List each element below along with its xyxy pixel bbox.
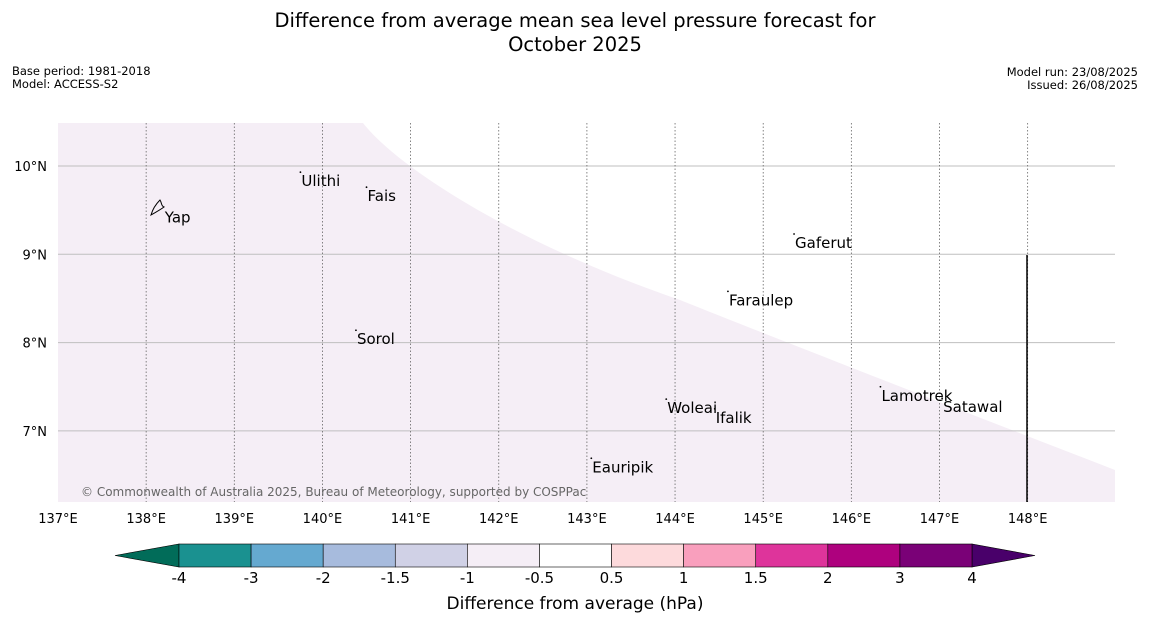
place-label: Fais (368, 187, 397, 205)
place-label: Satawal (943, 398, 1002, 416)
lon-label: 145°E (743, 512, 783, 527)
colorbar-tick-label: -0.5 (525, 569, 554, 587)
colorbar-tick-label: -4 (172, 569, 187, 587)
colorbar-segment (250, 543, 324, 568)
info-right: Model run: 23/08/2025 Issued: 26/08/2025 (1007, 66, 1138, 92)
colorbar-tick-label: 4 (967, 569, 977, 587)
lon-label: 138°E (126, 512, 166, 527)
place-label: Ulithi (301, 172, 340, 190)
colorbar-segment (178, 543, 252, 568)
island-marker (365, 186, 368, 189)
lon-label: 143°E (567, 512, 607, 527)
title-line-2: October 2025 (508, 33, 642, 56)
place-label: Lamotrek (881, 387, 952, 405)
island-marker (713, 407, 716, 410)
place-labels: Yap Ulithi Fais Gaferut Faraulep Sorol Lamotre… (164, 171, 1003, 476)
info-left: Base period: 1981-2018 Model: ACCESS-S2 (12, 65, 151, 91)
island-marker (665, 398, 668, 401)
map-panel: Yap Ulithi Fais Gaferut Faraulep Sorol Lamotre… (58, 123, 1115, 502)
colorbar-segment (394, 543, 468, 568)
colorbar-tick-label: 1.5 (744, 569, 768, 587)
map-title: Difference from average mean sea level p… (0, 9, 1150, 57)
copyright-text: © Commonwealth of Australia 2025, Bureau… (81, 485, 586, 499)
colorbar-tick-label: 2 (823, 569, 833, 587)
colorbar-segment (467, 543, 540, 568)
lat-label: 8°N (23, 337, 48, 352)
issued-date: Issued: 26/08/2025 (1027, 78, 1138, 92)
colorbar-segment (611, 543, 684, 568)
island-marker (941, 397, 944, 400)
lat-label: 9°N (23, 248, 48, 263)
colorbar-segment (683, 543, 757, 568)
title-line-1: Difference from average mean sea level p… (274, 9, 876, 32)
colorbar-tick-label: -1 (460, 569, 475, 587)
island-marker (879, 385, 882, 388)
model-run: Model run: 23/08/2025 (1006, 65, 1138, 79)
colorbar-segment (899, 543, 973, 568)
colorbar-segment (755, 543, 829, 568)
lat-label: 10°N (14, 160, 47, 175)
island-marker (727, 290, 729, 293)
lon-label: 141°E (391, 512, 431, 527)
island-marker (299, 171, 302, 174)
lon-label: 148°E (1008, 512, 1048, 527)
place-label: Yap (164, 208, 191, 226)
colorbar-segment (827, 543, 901, 568)
place-label: Ifalik (716, 409, 752, 427)
lon-label: 139°E (215, 512, 255, 527)
colorbar-tick-label: 0.5 (600, 569, 624, 587)
island-marker (793, 233, 795, 235)
place-label: Eauripik (592, 458, 653, 476)
place-label: Gaferut (795, 234, 852, 252)
colorbar-tick-label: -2 (316, 569, 331, 587)
colorbar-tick-label: 1 (679, 569, 689, 587)
colorbar-tick-label: -1.5 (381, 569, 410, 587)
lon-label: 147°E (920, 512, 960, 527)
colorbar-tick-label: 3 (895, 569, 905, 587)
lon-label: 137°E (38, 512, 78, 527)
colorbar-title: Difference from average (hPa) (447, 594, 704, 614)
place-label: Sorol (357, 330, 395, 348)
island-marker (355, 329, 357, 332)
place-label: Woleai (667, 399, 717, 417)
lat-label: 7°N (23, 425, 48, 440)
colorbar: -4 -3 -2 -1.5 -1 -0.5 0.5 1 1.5 2 3 4 (114, 543, 1036, 587)
colorbar-segment (322, 543, 396, 568)
yap-island-icon (150, 199, 166, 217)
model-name: Model: ACCESS-S2 (12, 77, 119, 91)
lon-label: 146°E (832, 512, 872, 527)
colorbar-tick-label: -3 (244, 569, 259, 587)
island-marker (590, 457, 593, 460)
lon-label: 142°E (479, 512, 519, 527)
base-period: Base period: 1981-2018 (12, 64, 151, 78)
longitude-labels: 137°E 138°E 139°E 140°E 141°E 142°E 143°E 144°E… (38, 512, 1047, 527)
lon-label: 144°E (655, 512, 695, 527)
latitude-labels: 10°N 9°N 8°N 7°N (14, 160, 47, 440)
colorbar-over-arrow (971, 543, 1036, 568)
lon-label: 140°E (303, 512, 343, 527)
colorbar-under-arrow (114, 543, 180, 568)
colorbar-segment (539, 543, 612, 568)
place-label: Faraulep (729, 291, 793, 309)
